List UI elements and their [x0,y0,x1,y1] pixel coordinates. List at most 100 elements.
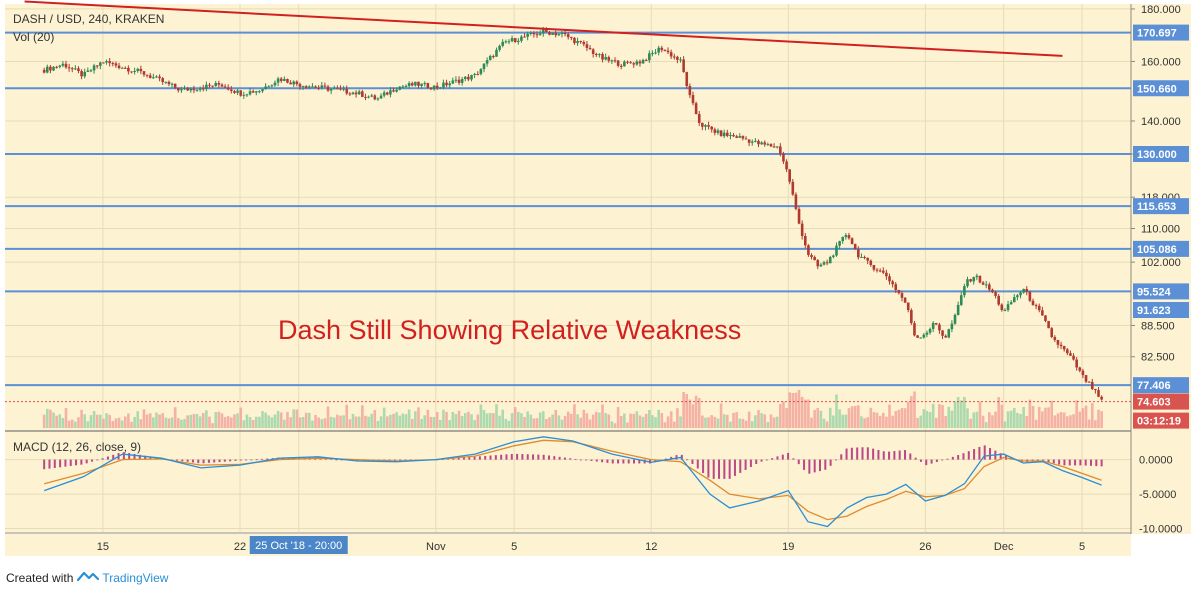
volume-bar [576,414,579,428]
candle-body [878,270,882,272]
candle-body [354,92,358,95]
volume-bar [117,417,121,428]
candle-body [560,33,564,35]
volume-bar [414,411,417,428]
volume-bar [510,413,514,428]
candle-body [376,98,380,100]
volume-bar [192,414,196,428]
candle-body [648,53,651,61]
volume-bar [853,405,857,428]
volume-bar [417,407,420,428]
volume-bar [49,409,52,428]
macd-histogram-bar [547,455,550,460]
macd-histogram-bar [521,454,524,460]
macd-indicator [43,436,1103,528]
volume-bar [573,404,576,428]
volume-bar [467,411,470,428]
candle-body [1062,346,1066,350]
macd-histogram-bar [1089,459,1092,466]
candle-body [545,29,548,32]
volume-bar [726,414,729,428]
volume-bar [370,413,373,428]
macd-histogram-bar [1068,459,1071,466]
candle-body [457,79,461,83]
macd-histogram-bar [1047,459,1050,462]
volume-bar [80,409,83,428]
volume-bar [158,414,161,428]
candle-body [389,90,392,95]
horizontal-levels[interactable] [5,31,1131,403]
price-tick-label: 180.000 [1141,4,1181,16]
countdown-label: 03:12:19 [1137,416,1181,428]
candle-body [470,74,473,80]
candle-body [891,281,894,285]
macd-histogram-bar [606,459,609,463]
tradingview-link[interactable]: TradingView [102,570,169,585]
candle-body [295,81,299,85]
candle-body [513,38,517,42]
volume-bar [385,416,389,428]
candle-body [757,140,760,145]
candle-body [710,126,714,130]
candle-body [407,83,411,87]
macd-histogram-bar [261,458,264,460]
volume-bar [638,415,642,428]
candle-body [935,322,938,325]
candle-body [142,71,146,75]
volume-bar [629,413,632,428]
volume-bar [757,410,760,428]
candle-body [510,38,514,42]
footer: Created with TradingView [6,570,168,585]
volume-bar [741,419,745,428]
macd-line [43,436,1102,528]
candle-body [351,92,355,95]
symbol-title: DASH / USD, 240, KRAKEN [13,12,164,26]
volume-bar [919,415,923,428]
volume-bar [451,411,455,428]
volume-bar [838,409,841,428]
trend-line[interactable] [24,0,1063,57]
candle-body [152,77,155,79]
volume-bar [775,416,779,428]
candle-body [916,335,919,338]
candle-body [420,83,423,86]
candle-body [694,103,698,115]
volume-bar [326,406,330,428]
candle-body [189,88,193,91]
macd-histogram-bar [850,447,853,460]
volume-bar [498,415,501,428]
volume-bar [994,411,997,428]
macd-histogram-bar [749,459,752,467]
candle-body [557,34,561,36]
candle-body [566,34,570,38]
candle-body [1041,310,1044,316]
volume-bar [389,414,392,428]
volume-bar [242,420,246,428]
volume-bar [152,417,155,428]
volume-bar [236,413,239,428]
candle-body [672,56,676,58]
level-price-label: 150.660 [1137,83,1177,95]
candle-body [410,83,414,86]
volume-bar [1044,407,1047,428]
macd-histogram-bar [861,447,864,460]
volume-bar [264,412,267,428]
volume-bar [77,417,80,428]
macd-histogram-bar [633,459,636,464]
volume-bar [1037,406,1041,428]
candle-body [716,130,720,133]
macd-histogram-bar [702,459,705,474]
volume-bar [127,413,130,428]
level-price-label: 105.086 [1137,244,1177,256]
volume-bar [301,417,305,428]
macd-histogram-bar [553,456,556,460]
macd-histogram-bar [43,459,46,470]
volume-bars [42,390,1103,428]
volume-bar [136,411,140,428]
candle-body [903,297,907,303]
volume-bar [881,412,885,428]
macd-tick-label: -5.0000 [1139,489,1176,501]
volume-bar [485,413,489,428]
volume-bar [1062,412,1066,428]
